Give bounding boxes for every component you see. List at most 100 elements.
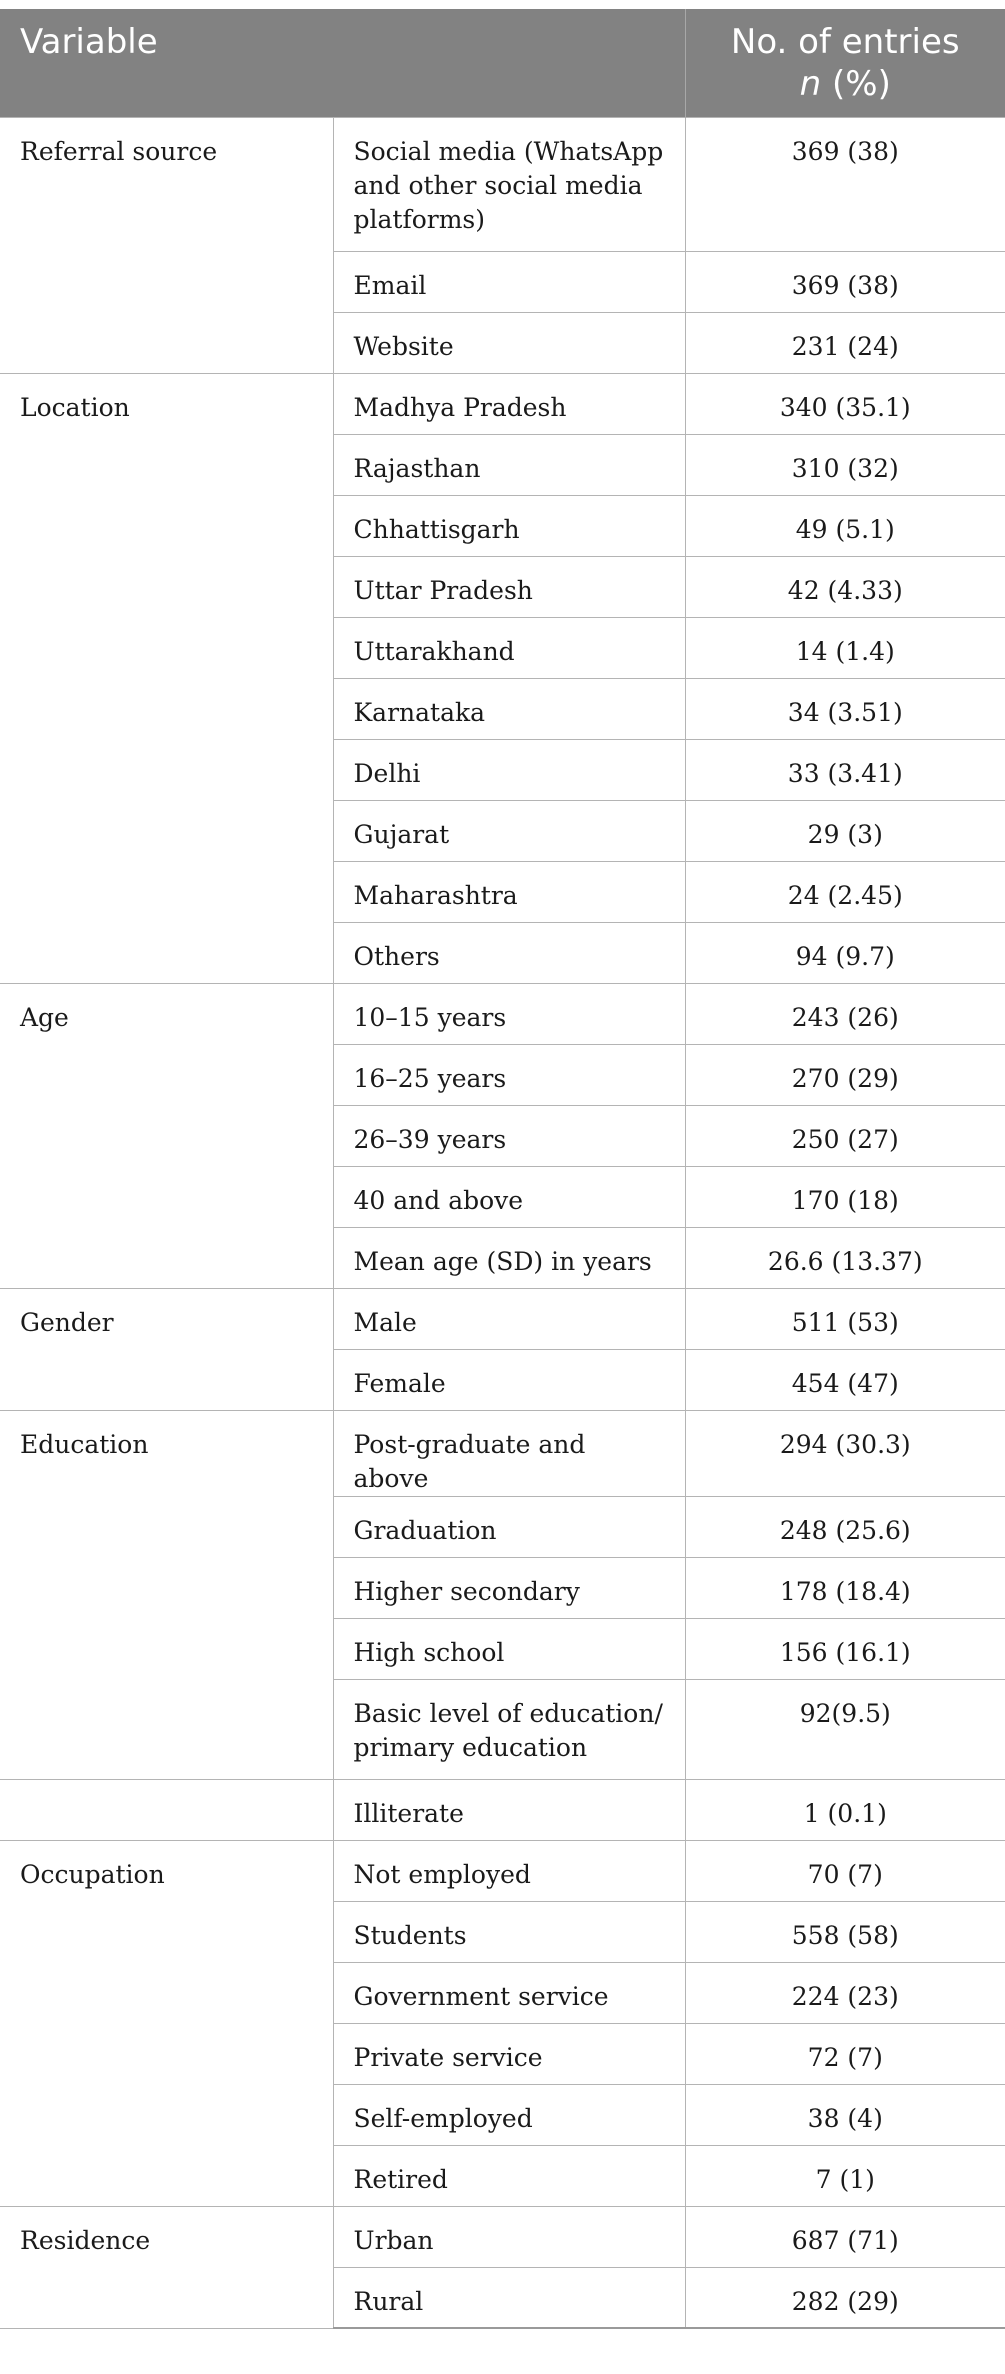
category-cell: Social media (WhatsApp and other social … (332, 116, 686, 252)
value-cell: 369 (38) (684, 116, 1005, 252)
table-row: Mean age (SD) in years 26.6 (13.37) (0, 1226, 1005, 1289)
table-row: Chhattisgarh 49 (5.1) (0, 494, 1005, 557)
table-row: Occupation Not employed 70 (7) (0, 1839, 1005, 2207)
category-cell: Not employed (332, 1839, 686, 1902)
table-row: Maharashtra 24 (2.45) (0, 860, 1005, 923)
value-cell: 511 (53) (684, 1287, 1005, 1350)
table-row: Others 94 (9.7) (0, 921, 1005, 984)
value-cell: 7 (1) (684, 2144, 1005, 2207)
value-cell: 70 (7) (684, 1839, 1005, 1902)
table-row: Self-employed 38 (4) (0, 2083, 1005, 2146)
value-cell: 33 (3.41) (684, 738, 1005, 801)
table-row: Email 369 (38) (0, 250, 1005, 313)
table-row: Delhi 33 (3.41) (0, 738, 1005, 801)
header-row: Variable No. of entries n (%) (0, 9, 1005, 117)
table-row: Higher secondary 178 (18.4) (0, 1556, 1005, 1619)
category-cell: Email (332, 250, 686, 313)
value-cell: 687 (71) (684, 2205, 1005, 2268)
category-cell: Karnataka (332, 677, 686, 740)
header-percent-symbol: (%) (821, 64, 891, 104)
table-body: Referral source Social media (WhatsApp a… (0, 116, 1005, 2329)
variable-cell: Education (0, 1409, 334, 1780)
category-cell: Delhi (332, 738, 686, 801)
value-cell: 310 (32) (684, 433, 1005, 496)
value-cell: 42 (4.33) (684, 555, 1005, 618)
header-n-symbol: n (799, 64, 822, 104)
category-cell: Government service (332, 1961, 686, 2024)
value-cell: 34 (3.51) (684, 677, 1005, 740)
table-header: Variable No. of entries n (%) (0, 9, 1005, 117)
table-row: Rural 282 (29) (0, 2266, 1005, 2329)
variable-cell: Gender (0, 1287, 334, 1411)
category-cell: Madhya Pradesh (332, 372, 686, 435)
value-cell: 178 (18.4) (684, 1556, 1005, 1619)
value-cell: 243 (26) (684, 982, 1005, 1045)
category-cell: Male (332, 1287, 686, 1350)
table-row: Rajasthan 310 (32) (0, 433, 1005, 496)
variable-cell: Referral source (0, 116, 334, 374)
value-cell: 558 (58) (684, 1900, 1005, 1963)
table-row: 16–25 years 270 (29) (0, 1043, 1005, 1106)
value-cell: 248 (25.6) (684, 1495, 1005, 1558)
table-row: Graduation 248 (25.6) (0, 1495, 1005, 1558)
table-row: Residence Urban 687 (71) (0, 2205, 1005, 2329)
header-entries-label: No. of entries (730, 22, 960, 62)
table-row: Referral source Social media (WhatsApp a… (0, 116, 1005, 374)
table-row: Age 10–15 years 243 (26) (0, 982, 1005, 1289)
value-cell: 1 (0.1) (684, 1778, 1005, 1841)
value-cell: 14 (1.4) (684, 616, 1005, 679)
value-cell: 282 (29) (684, 2266, 1005, 2329)
table-row: Education Post-graduate and above 294 (3… (0, 1409, 1005, 1780)
category-cell: Mean age (SD) in years (332, 1226, 686, 1289)
category-cell: Graduation (332, 1495, 686, 1558)
variable-cell: Residence (0, 2205, 334, 2329)
value-cell: 29 (3) (684, 799, 1005, 862)
header-variable: Variable (0, 9, 686, 117)
category-cell: Illiterate (332, 1778, 686, 1841)
header-entries: No. of entries n (%) (684, 9, 1005, 117)
data-table: Variable No. of entries n (%) Referral s… (0, 9, 1005, 2329)
category-cell: 26–39 years (332, 1104, 686, 1167)
table-row: Private service 72 (7) (0, 2022, 1005, 2085)
value-cell: 454 (47) (684, 1348, 1005, 1411)
category-cell: 10–15 years (332, 982, 686, 1045)
category-cell: Chhattisgarh (332, 494, 686, 557)
category-cell: Uttar Pradesh (332, 555, 686, 618)
value-cell: 170 (18) (684, 1165, 1005, 1228)
category-cell: High school (332, 1617, 686, 1680)
value-cell: 26.6 (13.37) (684, 1226, 1005, 1289)
table-row: Location Madhya Pradesh 340 (35.1) (0, 372, 1005, 984)
category-cell: Gujarat (332, 799, 686, 862)
table-row: Website 231 (24) (0, 311, 1005, 374)
table-row: High school 156 (16.1) (0, 1617, 1005, 1680)
category-cell: Urban (332, 2205, 686, 2268)
category-cell: Post-graduate and above (332, 1409, 686, 1497)
value-cell: 224 (23) (684, 1961, 1005, 2024)
category-cell: Self-employed (332, 2083, 686, 2146)
variable-cell (0, 1778, 334, 1841)
variable-cell: Occupation (0, 1839, 334, 2207)
category-cell: Rural (332, 2266, 686, 2329)
category-cell: Rajasthan (332, 433, 686, 496)
table-row: Gender Male 511 (53) (0, 1287, 1005, 1411)
value-cell: 340 (35.1) (684, 372, 1005, 435)
table-row: Uttarakhand 14 (1.4) (0, 616, 1005, 679)
value-cell: 72 (7) (684, 2022, 1005, 2085)
category-cell: Female (332, 1348, 686, 1411)
table-row: 26–39 years 250 (27) (0, 1104, 1005, 1167)
category-cell: Maharashtra (332, 860, 686, 923)
value-cell: 92(9.5) (684, 1678, 1005, 1780)
value-cell: 49 (5.1) (684, 494, 1005, 557)
category-cell: Higher secondary (332, 1556, 686, 1619)
table-row: Students 558 (58) (0, 1900, 1005, 1963)
category-cell: Students (332, 1900, 686, 1963)
category-cell: Retired (332, 2144, 686, 2207)
category-cell: Private service (332, 2022, 686, 2085)
value-cell: 231 (24) (684, 311, 1005, 374)
table-row: Basic level of education/ primary educat… (0, 1678, 1005, 1780)
value-cell: 156 (16.1) (684, 1617, 1005, 1680)
value-cell: 94 (9.7) (684, 921, 1005, 984)
value-cell: 270 (29) (684, 1043, 1005, 1106)
value-cell: 250 (27) (684, 1104, 1005, 1167)
variable-cell: Location (0, 372, 334, 984)
